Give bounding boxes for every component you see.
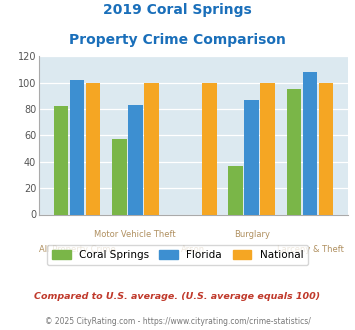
- Text: Burglary: Burglary: [234, 230, 270, 239]
- Bar: [286, 89, 301, 214]
- Text: © 2025 CityRating.com - https://www.cityrating.com/crime-statistics/: © 2025 CityRating.com - https://www.city…: [45, 317, 310, 326]
- Bar: [202, 82, 217, 214]
- Text: Arson: Arson: [181, 245, 206, 253]
- Bar: [54, 106, 68, 214]
- Bar: [128, 105, 143, 214]
- Text: Larceny & Theft: Larceny & Theft: [277, 245, 343, 253]
- Bar: [86, 82, 100, 214]
- Bar: [70, 80, 84, 214]
- Bar: [319, 82, 333, 214]
- Bar: [244, 100, 259, 214]
- Bar: [303, 72, 317, 215]
- Text: Motor Vehicle Theft: Motor Vehicle Theft: [94, 230, 176, 239]
- Text: Property Crime Comparison: Property Crime Comparison: [69, 33, 286, 47]
- Bar: [261, 82, 275, 214]
- Text: All Property Crime: All Property Crime: [39, 245, 115, 253]
- Text: 2019 Coral Springs: 2019 Coral Springs: [103, 3, 252, 17]
- Text: Compared to U.S. average. (U.S. average equals 100): Compared to U.S. average. (U.S. average …: [34, 292, 321, 301]
- Legend: Coral Springs, Florida, National: Coral Springs, Florida, National: [47, 245, 308, 265]
- Bar: [228, 166, 243, 214]
- Bar: [144, 82, 159, 214]
- Bar: [112, 139, 126, 214]
